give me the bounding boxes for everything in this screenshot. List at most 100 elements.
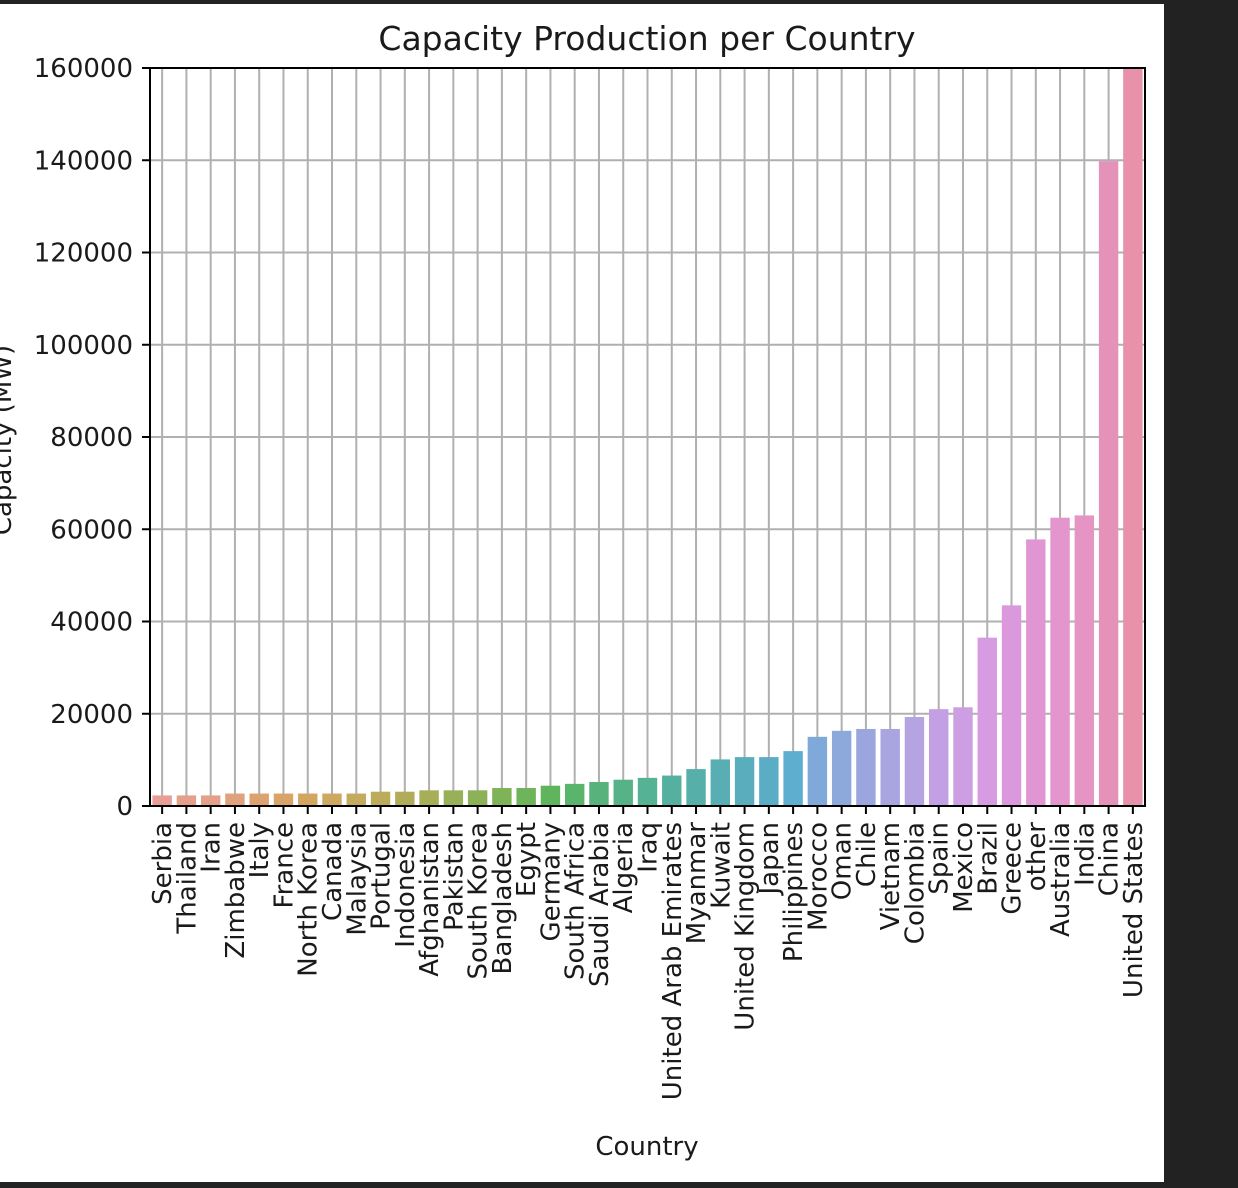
bar-algeria [613,779,633,806]
x-tick-label: Philippines [779,822,809,962]
bar-france [273,793,294,806]
x-tick-label: Iran [197,822,227,873]
bar-oman [831,730,852,806]
bar-japan [759,757,779,806]
x-tick-label: United States [1119,822,1149,998]
x-tick-label: South Korea [464,822,494,980]
bar-united-arab-emirates [662,775,682,806]
x-tick-label: North Korea [294,822,324,977]
y-tick-label: 0 [116,792,133,822]
x-tick-label: Malaysia [342,822,372,936]
y-tick-label: 80000 [50,423,133,453]
bar-bangladesh [492,788,512,806]
bar-iran [200,795,221,806]
x-tick-label: Brazil [973,822,1003,895]
bar-canada [322,793,342,806]
x-tick-label: Oman [828,822,858,900]
bar-other [1026,539,1046,806]
x-tick-label: Iraq [634,822,664,873]
x-tick-label: Bangladesh [488,822,518,974]
bar-morocco [807,736,828,806]
bar-chart: 0 20000 40000 60000 80000 100000 120000 140000 1… [0,19,1149,1162]
x-tick-label: France [269,822,299,908]
bar-afghanistan [419,790,439,806]
y-tick-label: 160000 [34,54,133,84]
bar-spain [929,709,949,806]
x-tick-label: Algeria [609,822,639,913]
bar-kuwait [710,759,731,806]
bar-colombia [904,716,925,806]
x-tick-label: Portugal [367,822,397,930]
x-tick-label: Australia [1046,822,1076,937]
bar-iraq [637,777,658,806]
bar-vietnam [880,728,900,806]
bar-mexico [953,707,973,806]
x-tick-label: Saudi Arabia [585,822,615,987]
x-tick-label: Myanmar [682,822,712,944]
x-tick-label: Morocco [803,822,833,931]
bar-china [1098,161,1119,807]
y-tick-labels: 0 20000 40000 60000 80000 100000 120000 140000 1… [34,54,133,822]
bar-malaysia [346,793,366,806]
y-tick-label: 40000 [50,608,133,638]
bar-united-kingdom [734,757,755,806]
y-tick-label: 100000 [34,331,133,361]
x-tick-label: Kuwait [706,822,736,909]
x-tick-label: Pakistan [439,822,469,931]
axes-frame [142,67,1146,814]
bar-philippines [783,751,803,806]
bar-germany [540,785,561,806]
x-tick-label: Zimbabwe [221,822,251,959]
bar-south-korea [467,790,488,806]
x-tick-label: Indonesia [391,822,421,948]
chart-title: Capacity Production per Country [378,19,915,58]
y-tick-label: 140000 [34,146,133,176]
x-tick-label: Chile [852,822,882,887]
x-tick-label: Vietnam [876,822,906,930]
x-tick-label: Spain [925,822,955,895]
bar-north-korea [298,793,318,806]
bar-australia [1050,517,1070,806]
bar-egypt [516,788,536,806]
y-tick-label: 20000 [50,700,133,730]
x-axis-label: Country [595,1132,698,1162]
x-tick-label: other [1022,822,1052,892]
bar-united-states [1123,68,1143,806]
x-tick-label: Germany [536,822,566,942]
bar-italy [249,793,269,806]
bar-south-africa [564,783,585,806]
x-tick-labels: SerbiaThailandIranZimbabweItalyFranceNor… [148,822,1149,1101]
x-tick-label: Colombia [900,822,930,944]
bar-pakistan [443,790,464,806]
bar-indonesia [395,791,415,806]
y-axis-label: Capacity (MW) [0,345,18,535]
bar-zimbabwe [225,793,245,806]
x-tick-label: Italy [245,822,275,878]
bar-brazil [977,637,997,806]
chart-figure: 0 20000 40000 60000 80000 100000 120000 140000 1… [0,4,1164,1182]
bar-portugal [370,791,391,806]
bar-myanmar [686,769,706,806]
x-tick-label: Greece [998,822,1028,915]
bars [152,68,1143,807]
x-tick-label: India [1070,822,1100,886]
x-tick-label: Afghanistan [415,822,445,977]
x-tick-label: United Kingdom [731,822,761,1031]
x-tick-label: China [1095,822,1125,896]
bar-greece [1001,605,1022,806]
x-tick-label: Canada [318,822,348,921]
bar-india [1074,515,1095,806]
x-tick-label: United Arab Emirates [658,822,688,1100]
x-tick-label: Japan [755,822,785,897]
y-tick-label: 60000 [50,515,133,545]
x-tick-label: Serbia [148,822,178,905]
bar-thailand [176,795,197,806]
x-tick-label: South Africa [561,822,591,980]
bar-chile [856,728,876,806]
plot-frame [149,67,1146,807]
y-tick-label: 120000 [34,239,133,269]
bar-serbia [152,795,172,806]
x-tick-label: Egypt [512,822,542,897]
bar-saudi-arabia [589,782,609,806]
x-tick-label: Mexico [949,822,979,913]
